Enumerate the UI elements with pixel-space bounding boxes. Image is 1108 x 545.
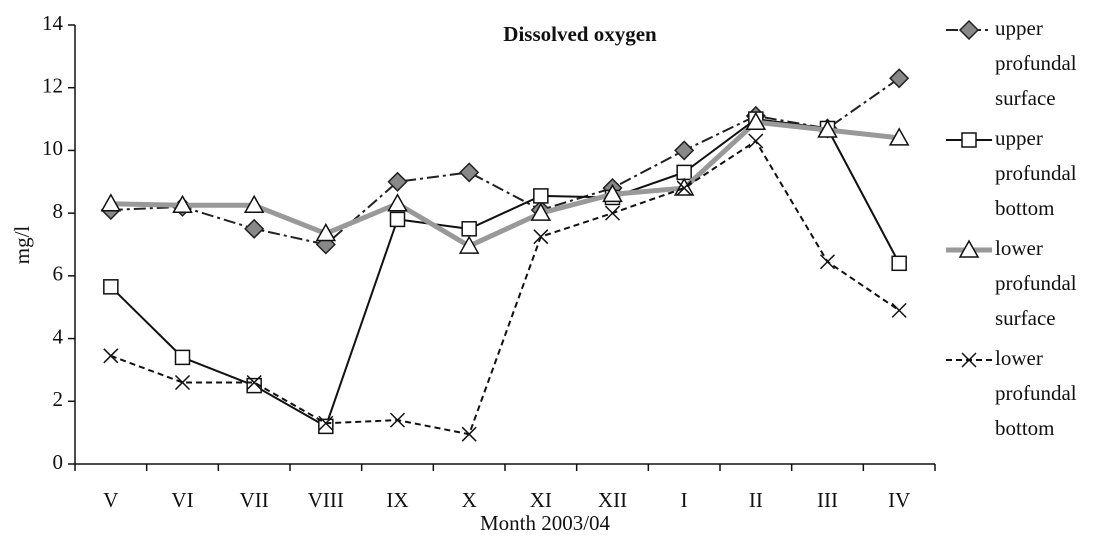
x-tick-label: VII — [240, 488, 269, 512]
point-marker — [676, 164, 692, 181]
point-marker — [889, 68, 910, 89]
point-marker — [533, 188, 549, 204]
point-marker — [602, 183, 623, 203]
x-axis-label: Month 2003/04 — [480, 511, 611, 535]
point-marker — [533, 229, 549, 245]
point-marker — [461, 426, 477, 442]
point-marker — [246, 374, 262, 391]
series-line — [110, 140, 900, 436]
y-tick-label: 8 — [53, 199, 64, 223]
legend-marker — [961, 132, 977, 148]
series-line — [110, 118, 901, 428]
point-marker — [604, 205, 621, 221]
x-tick-label: IX — [386, 488, 408, 512]
point-marker — [103, 348, 119, 364]
x-tick-label: V — [103, 488, 118, 512]
y-tick-label: 2 — [53, 387, 64, 411]
point-marker — [676, 180, 692, 196]
x-tick-label: X — [462, 488, 477, 512]
point-marker — [530, 202, 552, 221]
legend-label: upper profundal surface — [995, 16, 1077, 110]
legend-marker — [958, 239, 980, 258]
y-tick-label: 0 — [53, 450, 64, 474]
point-marker — [891, 255, 907, 272]
x-tick-label: VI — [171, 488, 193, 512]
legend-label: upper profundal bottom — [995, 126, 1077, 220]
point-marker — [387, 171, 408, 192]
x-tick-label: III — [817, 488, 838, 512]
point-marker — [745, 111, 767, 130]
point-marker — [100, 193, 122, 212]
point-marker — [459, 162, 480, 183]
y-tick-label: 4 — [53, 324, 64, 348]
point-marker — [458, 235, 480, 254]
legend-marker — [961, 352, 977, 368]
point-marker — [891, 302, 907, 318]
chart-title: Dissolved oxygen — [503, 22, 657, 46]
x-tick-label: VIII — [308, 488, 344, 512]
point-marker — [817, 119, 838, 138]
x-tick-label: XII — [598, 488, 627, 512]
point-marker — [674, 140, 695, 161]
point-marker — [318, 415, 334, 431]
y-tick-label: 10 — [42, 136, 63, 160]
x-tick-label: IV — [888, 488, 910, 512]
legend-label: lower profundal surface — [995, 236, 1077, 330]
point-marker — [244, 218, 265, 239]
y-tick-label: 6 — [53, 262, 64, 286]
point-marker — [174, 349, 191, 366]
point-marker — [172, 194, 193, 214]
point-marker — [315, 222, 337, 242]
x-tick-label: I — [681, 488, 688, 512]
legend-label: lower profundal bottom — [995, 346, 1077, 440]
y-axis-label: mg/l — [10, 226, 34, 265]
point-marker — [389, 211, 406, 228]
point-marker — [819, 254, 836, 270]
point-marker — [103, 279, 119, 295]
point-marker — [243, 194, 265, 214]
x-tick-label: XI — [530, 488, 552, 512]
y-tick-label: 12 — [42, 74, 63, 98]
point-marker — [461, 221, 477, 237]
point-marker — [748, 133, 764, 149]
point-marker — [888, 127, 910, 146]
y-tick-label: 14 — [42, 11, 64, 35]
series-line — [110, 119, 900, 249]
x-tick-label: II — [749, 488, 763, 512]
point-marker — [389, 412, 406, 428]
point-marker — [387, 193, 408, 212]
series-line — [110, 77, 900, 246]
point-marker — [174, 374, 191, 391]
legend-marker — [958, 19, 980, 41]
